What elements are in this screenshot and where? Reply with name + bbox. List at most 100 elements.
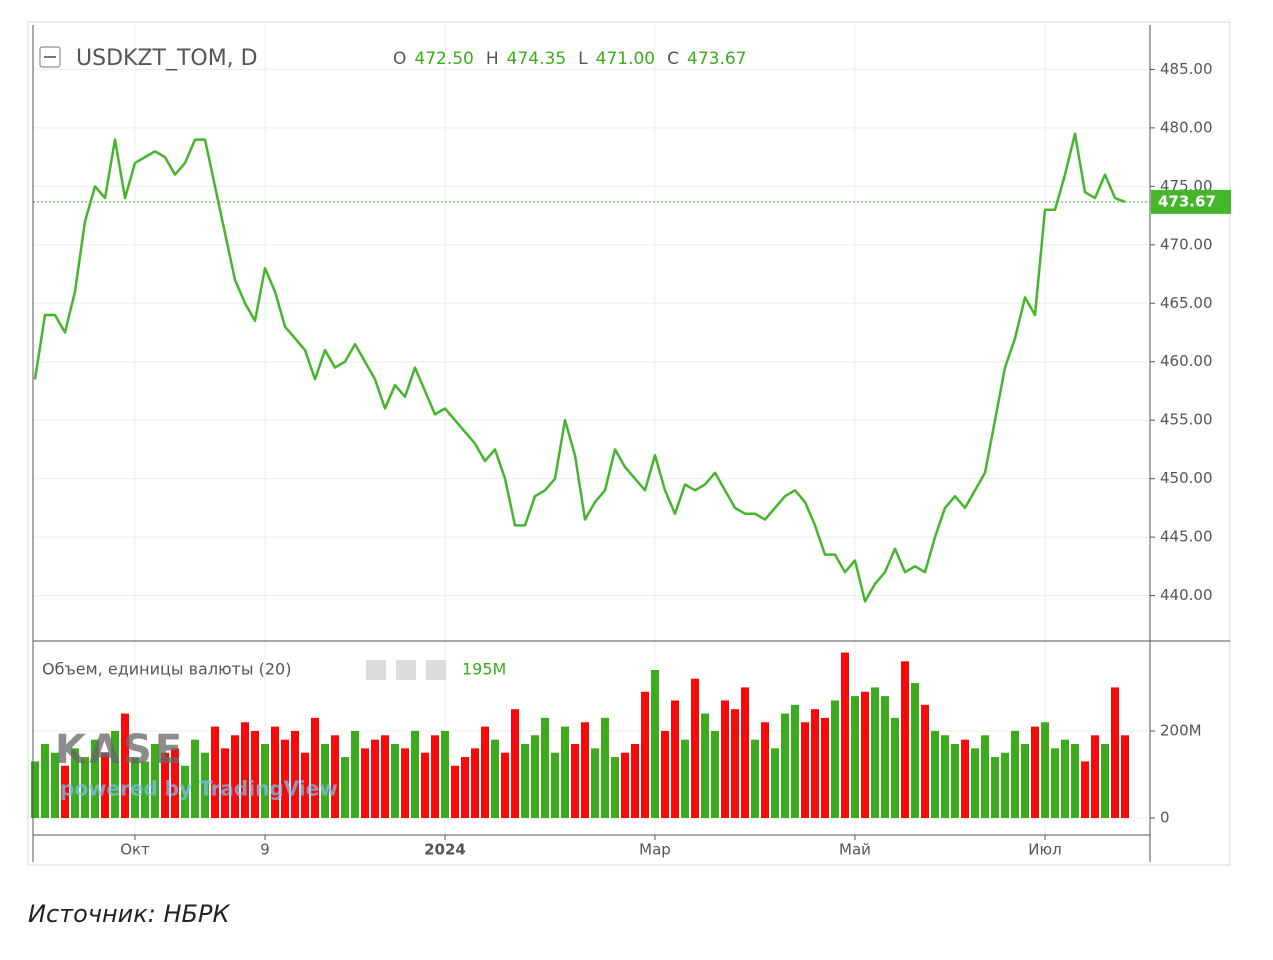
volume-bar bbox=[591, 748, 599, 819]
volume-bar bbox=[891, 717, 899, 819]
volume-bar bbox=[791, 704, 799, 819]
volume-bar bbox=[381, 735, 389, 819]
y-tick-label: 445.00 bbox=[1160, 528, 1213, 546]
volume-bar bbox=[921, 704, 929, 819]
close-icon[interactable] bbox=[426, 660, 446, 680]
volume-bar bbox=[781, 713, 789, 819]
volume-bar bbox=[391, 744, 399, 819]
volume-bar bbox=[221, 748, 229, 819]
volume-bar bbox=[261, 744, 269, 819]
y-tick-label: 455.00 bbox=[1160, 411, 1213, 429]
volume-bar bbox=[281, 739, 289, 819]
volume-bar bbox=[931, 730, 939, 819]
volume-bar bbox=[1091, 735, 1099, 819]
volume-bar bbox=[801, 722, 809, 819]
volume-bar bbox=[981, 735, 989, 819]
y-tick-label: 0 bbox=[1160, 809, 1170, 827]
volume-bar bbox=[531, 735, 539, 819]
volume-bar bbox=[971, 748, 979, 819]
volume-bar bbox=[621, 752, 629, 819]
volume-bar bbox=[401, 748, 409, 819]
settings-icon[interactable] bbox=[396, 660, 416, 680]
volume-bar bbox=[151, 744, 159, 819]
volume-bar bbox=[231, 735, 239, 819]
volume-bar bbox=[421, 752, 429, 819]
y-tick-label: 460.00 bbox=[1160, 352, 1213, 370]
volume-bar bbox=[301, 752, 309, 819]
volume-bar bbox=[211, 726, 219, 819]
volume-bar bbox=[741, 687, 749, 819]
volume-bar bbox=[911, 683, 919, 819]
volume-bar bbox=[491, 739, 499, 819]
ohlc-key: C bbox=[667, 49, 679, 69]
volume-bar bbox=[1071, 744, 1079, 819]
volume-bar bbox=[521, 744, 529, 819]
watermark: KASE powered by TradingView bbox=[55, 727, 338, 801]
symbol-title: USDKZT_TOM, D bbox=[76, 46, 258, 71]
y-tick-label: 480.00 bbox=[1160, 118, 1213, 136]
volume-bar bbox=[411, 730, 419, 819]
volume-bar bbox=[251, 730, 259, 819]
volume-bar bbox=[561, 726, 569, 819]
volume-bar bbox=[71, 748, 79, 819]
volume-bar bbox=[681, 739, 689, 819]
volume-bar bbox=[361, 748, 369, 819]
price-pane bbox=[33, 132, 1150, 603]
volume-bar bbox=[131, 757, 139, 819]
volume-bar bbox=[651, 669, 659, 819]
volume-bar bbox=[641, 691, 649, 819]
x-tick-label: Июл bbox=[1028, 841, 1061, 859]
x-tick-label: Мар bbox=[639, 841, 671, 859]
volume-bar bbox=[1001, 752, 1009, 819]
watermark-text: powered by TradingView bbox=[60, 777, 338, 801]
last-price-label: 473.67 bbox=[1158, 192, 1216, 210]
volume-bar bbox=[861, 691, 869, 819]
volume-bar bbox=[701, 713, 709, 819]
y-tick-label: 200M bbox=[1160, 721, 1202, 739]
volume-bar bbox=[811, 709, 819, 819]
frame bbox=[27, 21, 1231, 866]
price-line bbox=[33, 132, 1126, 603]
volume-bar bbox=[671, 700, 679, 819]
x-tick-label: Май bbox=[839, 841, 871, 859]
volume-bar bbox=[441, 730, 449, 819]
volume-bar bbox=[291, 730, 299, 819]
x-tick-label: 9 bbox=[260, 841, 270, 859]
volume-bar bbox=[181, 765, 189, 819]
volume-bar bbox=[991, 757, 999, 819]
grid bbox=[33, 25, 1150, 835]
volume-bar bbox=[581, 722, 589, 819]
volume-bar bbox=[91, 739, 99, 819]
ohlc-value: 474.35 bbox=[507, 49, 566, 69]
volume-bar bbox=[1021, 744, 1029, 819]
volume-bar bbox=[941, 735, 949, 819]
volume-bar bbox=[1011, 730, 1019, 819]
last-price-box bbox=[1151, 189, 1231, 214]
volume-bar bbox=[1051, 748, 1059, 819]
volume-bar bbox=[51, 752, 59, 819]
volume-bar bbox=[511, 709, 519, 819]
volume-bar bbox=[1081, 761, 1089, 819]
volume-bar bbox=[501, 752, 509, 819]
volume-bar bbox=[311, 717, 319, 819]
eye-icon[interactable] bbox=[366, 660, 386, 680]
volume-bar bbox=[711, 730, 719, 819]
volume-bar bbox=[631, 744, 639, 819]
y-tick-label: 470.00 bbox=[1160, 235, 1213, 253]
ohlc-key: H bbox=[486, 49, 499, 69]
volume-bar bbox=[751, 739, 759, 819]
volume-bar bbox=[161, 752, 169, 819]
volume-bar bbox=[771, 748, 779, 819]
volume-bar bbox=[341, 757, 349, 819]
ohlc-key: L bbox=[578, 49, 588, 69]
volume-bar bbox=[881, 696, 889, 819]
y-tick-label: 465.00 bbox=[1160, 294, 1213, 312]
volume-bar bbox=[721, 700, 729, 819]
volume-bar bbox=[571, 744, 579, 819]
ohlc-value: 471.00 bbox=[596, 49, 655, 69]
volume-bar bbox=[171, 748, 179, 819]
volume-bar bbox=[81, 757, 89, 819]
y-tick-label: 450.00 bbox=[1160, 469, 1213, 487]
